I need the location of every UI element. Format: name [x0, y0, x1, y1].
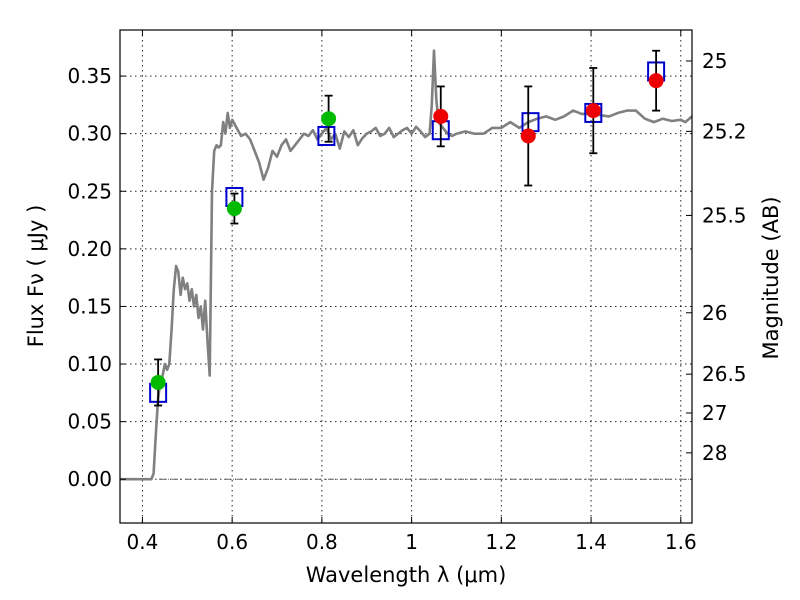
right-axis-title: Magnitude (AB): [759, 196, 783, 359]
y-tick-label: 0.15: [67, 294, 112, 318]
magnitude-tick-labels: 25 25.2 25.5 26 26.5 27 28: [702, 49, 747, 465]
x-tick-label: 1.4: [575, 530, 607, 554]
plot-frame: [119, 29, 693, 524]
model-photometry-series: [149, 61, 666, 403]
y-tick-label: 0.30: [67, 122, 112, 146]
x-tick-label: 1.2: [485, 530, 517, 554]
y-tick-label: 0.20: [67, 237, 112, 261]
magnitude-tick-label: 27: [702, 401, 727, 425]
axis-ticks: [120, 30, 692, 523]
magnitude-tick-label: 25.5: [702, 203, 747, 227]
x-tick-label: 0.4: [127, 530, 159, 554]
grid-lines: [120, 30, 692, 523]
y-tick-label: 0.00: [67, 467, 112, 491]
magnitude-tick-label: 25.2: [702, 119, 747, 143]
y-tick-labels: 0.00 0.05 0.10 0.15 0.20 0.25 0.30 0.35: [67, 64, 112, 491]
y-tick-label: 0.35: [67, 64, 112, 88]
y-axis-title: Flux Fν ( μJy ): [24, 205, 48, 348]
y-tick-label: 0.10: [67, 352, 112, 376]
model-box-marker: [317, 125, 336, 146]
optical-point: [150, 374, 166, 390]
magnitude-tick-label: 26.5: [702, 362, 747, 386]
magnitude-tick-label: 26: [702, 301, 727, 325]
magnitude-tick-label: 28: [702, 441, 727, 465]
x-axis-title: Wavelength λ (μm): [306, 563, 507, 587]
magnitude-tick-label: 25: [702, 49, 727, 73]
optical-point: [226, 201, 242, 217]
x-tick-label: 1: [405, 530, 418, 554]
optical-point: [321, 111, 337, 127]
y-tick-label: 0.25: [67, 179, 112, 203]
near-ir-point: [648, 73, 664, 89]
x-tick-label: 0.6: [216, 530, 248, 554]
x-tick-label: 1.6: [665, 530, 697, 554]
x-tick-labels: 0.4 0.6 0.8 1 1.2 1.4 1.6: [127, 530, 697, 554]
near-ir-point: [585, 103, 601, 119]
x-tick-label: 0.8: [306, 530, 338, 554]
near-ir-point: [520, 128, 536, 144]
near-ir-point: [433, 108, 449, 124]
photometry-points: [150, 73, 664, 390]
y-tick-label: 0.05: [67, 410, 112, 434]
